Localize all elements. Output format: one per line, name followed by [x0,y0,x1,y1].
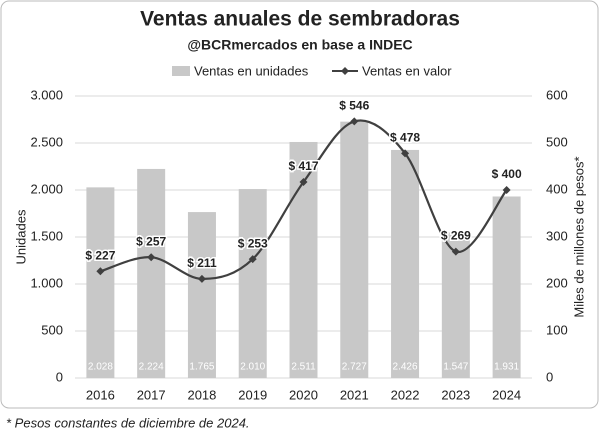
line-marker [502,186,511,194]
x-tick-label: 2020 [289,387,318,402]
y-tick-label: 500 [41,322,63,337]
bar-value-label: 2.010 [240,362,265,373]
y-tick-label: 1.500 [30,228,63,243]
y2-tick-label: 300 [546,228,568,243]
bar-value-label: 1.547 [443,362,468,373]
line-value-label: $ 253 [238,236,268,250]
bar-value-label: 2.727 [342,362,367,373]
bar-value-label: 1.931 [494,362,519,373]
x-tick-label: 2023 [441,387,470,402]
line-value-label: $ 400 [492,167,522,181]
y2-tick-label: 200 [546,275,568,290]
line-marker [197,274,206,283]
y-tick-label: 2.000 [30,181,63,196]
x-tick-label: 2024 [492,387,521,402]
line-marker [451,247,460,256]
line-marker [96,267,105,276]
bar-value-label: 2.224 [139,362,164,373]
y2-tick-label: 400 [546,181,568,196]
bar [441,232,470,378]
line-value-label: $ 211 [187,256,217,270]
y-tick-label: 3.000 [30,87,63,102]
legend-label: Ventas en unidades [194,63,309,78]
y-axis-label: Unidades [13,209,28,264]
bar [391,149,420,378]
bar-value-label: 1.765 [189,362,214,373]
line-value-label: $ 269 [441,229,471,243]
bar-value-label: 2.028 [88,362,113,373]
bar-value-label: 2.511 [291,362,316,373]
x-tick-label: 2021 [340,387,369,402]
y2-tick-label: 600 [546,87,568,102]
bar [137,168,166,378]
line-value-label: $ 478 [390,131,420,145]
bar [289,141,318,378]
chart-title: Ventas anuales de sembradoras [140,8,460,31]
y-tick-label: 2.500 [30,134,63,149]
x-tick-label: 2017 [137,387,166,402]
y2-tick-label: 0 [546,369,553,384]
line-value-label: $ 417 [288,159,318,173]
line-value-label: $ 227 [85,248,115,262]
bar [238,189,267,378]
line-marker [350,117,359,126]
y-tick-label: 0 [56,369,63,384]
line-value-label: $ 257 [136,234,166,248]
bar [340,121,369,379]
y2-tick-label: 500 [546,134,568,149]
chart-subtitle: @BCRmercados en base a INDEC [187,37,412,53]
footnote: * Pesos constantes de diciembre de 2024. [6,415,250,430]
x-tick-label: 2019 [238,387,267,402]
x-tick-label: 2018 [187,387,216,402]
legend-label: Ventas en valor [362,63,452,78]
line-marker [248,255,257,264]
line-marker [401,149,410,158]
legend-swatch [172,66,190,76]
line [100,119,508,280]
bar [86,187,115,378]
x-tick-label: 2016 [86,387,115,402]
bar [187,212,216,378]
line-marker [147,253,156,262]
bar [492,196,521,378]
line-value-label: $ 546 [339,99,369,113]
legend-marker [341,67,349,75]
y-tick-label: 1.000 [30,275,63,290]
x-tick-label: 2022 [391,387,420,402]
bar-value-label: 2.426 [393,362,418,373]
line-marker [299,178,308,187]
y2-axis-label: Miles de millones de pesos* [571,156,586,317]
y2-tick-label: 100 [546,322,568,337]
